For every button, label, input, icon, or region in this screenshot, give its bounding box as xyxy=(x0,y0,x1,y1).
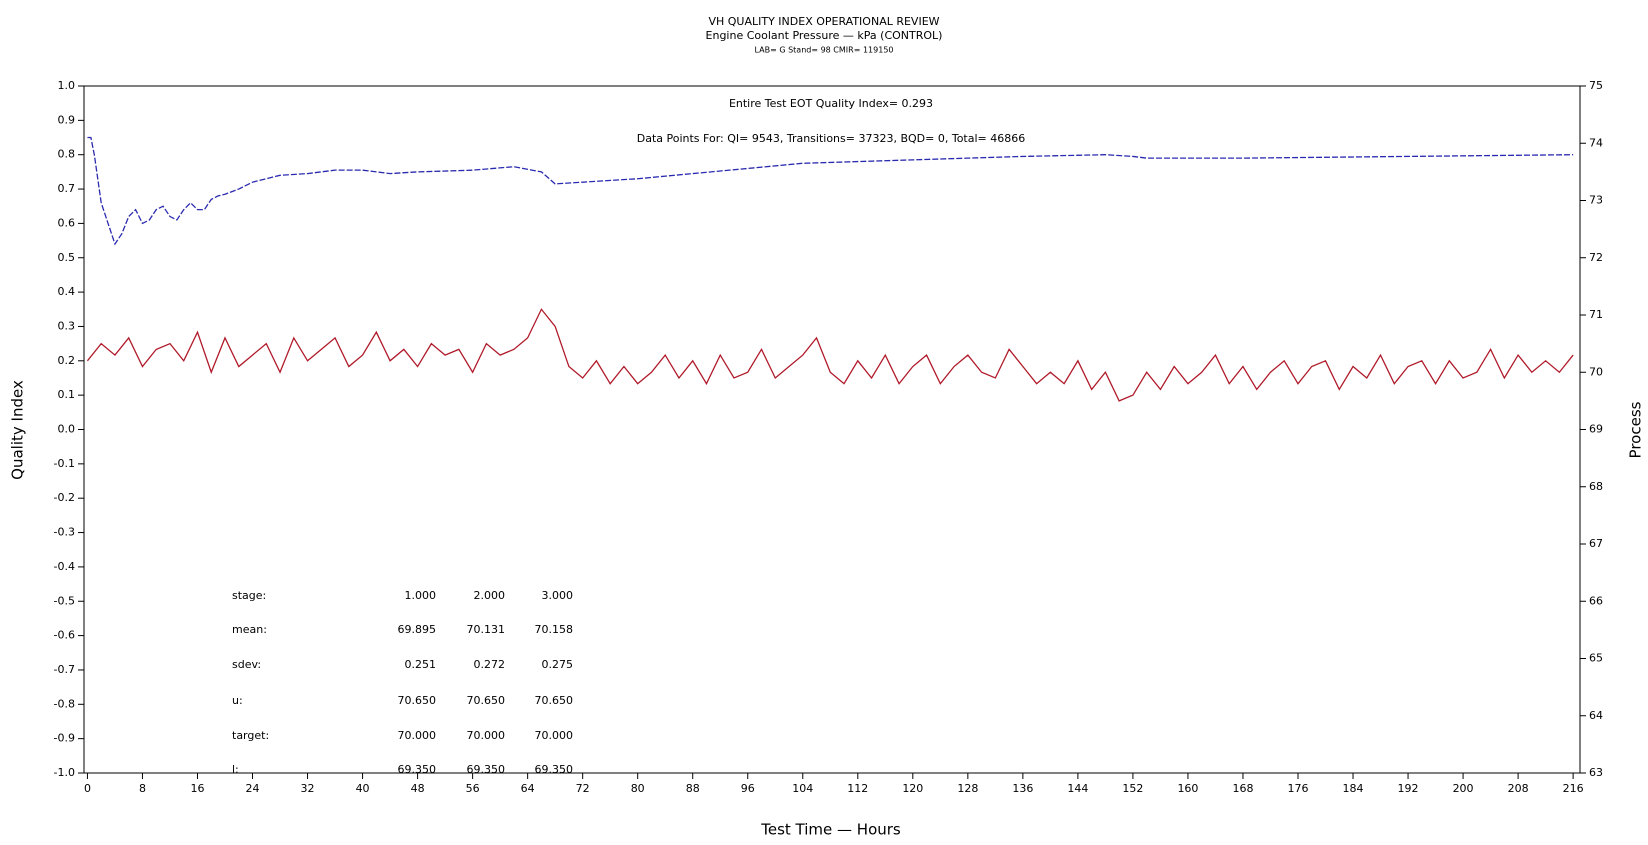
y2-tick-label: 73 xyxy=(1589,194,1603,207)
y2-tick-label: 71 xyxy=(1589,308,1603,321)
table-label: target: xyxy=(232,729,269,742)
x-tick-label: 48 xyxy=(411,782,425,795)
x-tick-label: 136 xyxy=(1012,782,1033,795)
table-cell: 70.000 xyxy=(398,729,437,742)
plot-frame xyxy=(83,85,1581,774)
x-tick-label: 144 xyxy=(1067,782,1088,795)
y-tick-label: -0.6 xyxy=(54,629,75,642)
y-tick-label: 0.1 xyxy=(58,388,76,401)
x-tick-label: 192 xyxy=(1398,782,1419,795)
y-tick-label: -0.4 xyxy=(54,560,75,573)
y-tick-label: 0.2 xyxy=(58,354,76,367)
x-tick-label: 104 xyxy=(792,782,813,795)
x-tick-label: 56 xyxy=(466,782,480,795)
y2-tick-label: 67 xyxy=(1589,537,1603,550)
x-tick-label: 112 xyxy=(847,782,868,795)
table-cell: 0.275 xyxy=(542,658,574,671)
x-tick-label: 184 xyxy=(1343,782,1364,795)
x-tick-label: 168 xyxy=(1232,782,1253,795)
table-cell: 70.000 xyxy=(535,729,574,742)
table-cell: 70.650 xyxy=(467,694,506,707)
x-tick-label: 216 xyxy=(1563,782,1584,795)
table-cell: 69.350 xyxy=(467,763,506,776)
table-cell: 0.251 xyxy=(405,658,437,671)
y2-tick-label: 66 xyxy=(1589,594,1603,607)
data-line xyxy=(86,308,1574,402)
y2-tick-label: 65 xyxy=(1589,652,1603,665)
y-tick-label: 0.7 xyxy=(58,182,76,195)
x-tick-label: 152 xyxy=(1122,782,1143,795)
table-cell: 3.000 xyxy=(542,589,574,602)
y-tick-label: -0.9 xyxy=(54,732,75,745)
annotation: Entire Test EOT Quality Index= 0.293 xyxy=(729,97,933,110)
table-cell: 2.000 xyxy=(474,589,506,602)
x-tick-label: 16 xyxy=(190,782,204,795)
y2-tick-label: 75 xyxy=(1589,79,1603,92)
x-tick-label: 88 xyxy=(686,782,700,795)
y-tick-label: -0.1 xyxy=(54,457,75,470)
x-tick-label: 176 xyxy=(1287,782,1308,795)
y-axis-title: Quality Index xyxy=(9,380,27,480)
y-tick-label: -0.8 xyxy=(54,697,75,710)
y-tick-label: 0.4 xyxy=(58,285,76,298)
table-cell: 70.650 xyxy=(535,694,574,707)
x-tick-label: 160 xyxy=(1177,782,1198,795)
table-label: sdev: xyxy=(232,658,261,671)
table-label: l: xyxy=(232,763,239,776)
chart-caption: LAB= G Stand= 98 CMIR= 119150 xyxy=(754,46,893,55)
x-tick-label: 8 xyxy=(139,782,146,795)
table-cell: 70.158 xyxy=(535,623,574,636)
table-cell: 69.350 xyxy=(398,763,437,776)
y2-tick-label: 72 xyxy=(1589,251,1603,264)
x-tick-label: 24 xyxy=(246,782,260,795)
y-tick-label: -0.2 xyxy=(54,491,75,504)
table-label: mean: xyxy=(232,623,267,636)
y-tick-label: 1.0 xyxy=(58,79,76,92)
y-tick-label: 0.0 xyxy=(58,423,76,436)
x-tick-label: 80 xyxy=(631,782,645,795)
table-cell: 70.650 xyxy=(398,694,437,707)
data-line xyxy=(87,136,1574,246)
y-tick-label: 0.8 xyxy=(58,148,76,161)
chart-subtitle: Engine Coolant Pressure — kPa (CONTROL) xyxy=(706,29,943,42)
x-tick-label: 208 xyxy=(1508,782,1529,795)
table-cell: 69.895 xyxy=(398,623,437,636)
table-label: stage: xyxy=(232,589,266,602)
table-cell: 69.350 xyxy=(535,763,574,776)
y-tick-label: -1.0 xyxy=(54,766,75,779)
y-tick-label: -0.5 xyxy=(54,594,75,607)
x-tick-label: 0 xyxy=(84,782,91,795)
y-tick-label: 0.9 xyxy=(58,113,76,126)
table-cell: 70.000 xyxy=(467,729,506,742)
x-tick-label: 96 xyxy=(741,782,755,795)
x-tick-label: 64 xyxy=(521,782,535,795)
annotation: Data Points For: QI= 9543, Transitions= … xyxy=(637,132,1026,145)
y2-tick-label: 70 xyxy=(1589,365,1603,378)
x-tick-label: 120 xyxy=(902,782,923,795)
table-cell: 1.000 xyxy=(405,589,437,602)
y-tick-label: 0.6 xyxy=(58,216,76,229)
x-axis-title: Test Time — Hours xyxy=(760,821,901,839)
y-tick-label: -0.7 xyxy=(54,663,75,676)
x-tick-label: 200 xyxy=(1453,782,1474,795)
y2-axis-title: Process xyxy=(1627,401,1645,458)
y2-tick-label: 64 xyxy=(1589,709,1603,722)
y2-tick-label: 63 xyxy=(1589,766,1603,779)
y-tick-label: 0.5 xyxy=(58,251,76,264)
x-tick-label: 72 xyxy=(576,782,590,795)
y2-tick-label: 68 xyxy=(1589,480,1603,493)
y-tick-label: 0.3 xyxy=(58,319,76,332)
chart-title: VH QUALITY INDEX OPERATIONAL REVIEW xyxy=(708,15,939,28)
table-label: u: xyxy=(232,694,243,707)
table-cell: 0.272 xyxy=(474,658,506,671)
x-tick-label: 32 xyxy=(301,782,315,795)
y2-tick-label: 74 xyxy=(1589,136,1603,149)
y-tick-label: -0.3 xyxy=(54,526,75,539)
x-tick-label: 40 xyxy=(356,782,370,795)
x-tick-label: 128 xyxy=(957,782,978,795)
y2-tick-label: 69 xyxy=(1589,423,1603,436)
table-cell: 70.131 xyxy=(467,623,506,636)
